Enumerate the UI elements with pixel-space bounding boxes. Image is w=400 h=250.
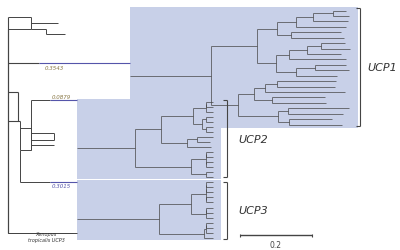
Bar [77,100,221,180]
Text: UCP3: UCP3 [238,206,268,216]
Text: 0.2: 0.2 [270,240,282,249]
Bar [130,8,358,129]
Text: UCP2: UCP2 [238,134,268,144]
Text: 0.3015: 0.3015 [52,184,71,188]
Text: 0.0879: 0.0879 [52,95,71,100]
Text: 0.3543: 0.3543 [44,66,64,71]
Bar [77,181,221,240]
Text: UCP1: UCP1 [367,63,397,73]
Text: Xenopus
tropicalis UCP3: Xenopus tropicalis UCP3 [28,231,65,242]
